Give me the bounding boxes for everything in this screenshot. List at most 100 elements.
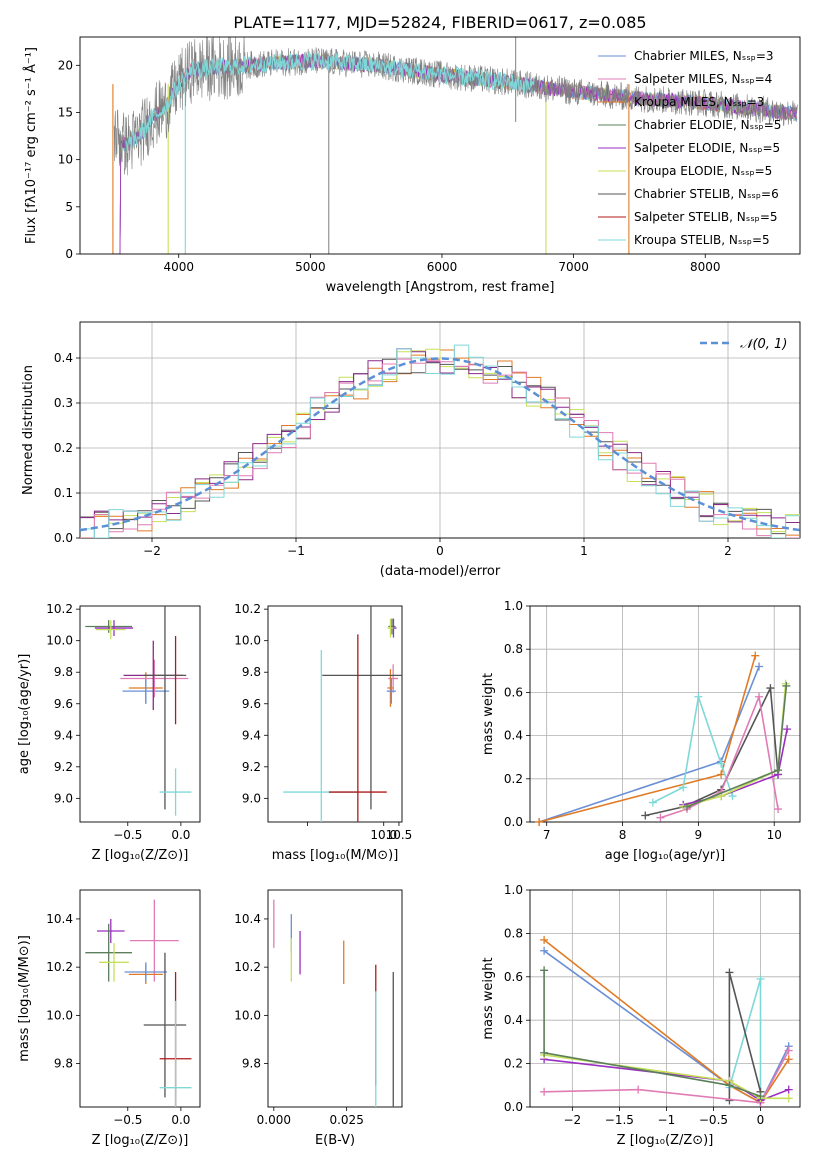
legend-entry: Salpeter ELODIE, Nₛₛₚ=5 — [634, 141, 780, 155]
y-tick-label: 9.4 — [242, 728, 261, 742]
y-tick-label: 0.4 — [504, 729, 523, 743]
y-tick-label: 0.8 — [504, 926, 523, 940]
weight-marker — [751, 651, 760, 660]
y-tick-label: 0.8 — [504, 642, 523, 656]
legend-entry: Chabrier MILES, Nₛₛₚ=3 — [634, 49, 774, 63]
y-tick-label: 0.2 — [504, 772, 523, 786]
y-tick-label: 9.0 — [242, 791, 261, 805]
y-axis-label: mass weight — [481, 673, 496, 755]
panel-mass-vs-z: −0.5 0.0 9.8 10.0 10.2 10.4 Z [log₁₀(Z/Z⊙)] mas… — [17, 889, 201, 1148]
x-tick-label: −0.5 — [113, 828, 142, 842]
x-tick-label: 1 — [580, 544, 588, 558]
legend-entry: 𝒩(0, 1) — [740, 337, 787, 352]
x-axis-label: mass [log₁₀(M/M⊙)] — [272, 848, 399, 863]
weight-marker — [540, 1048, 549, 1057]
legend-entry: Salpeter STELIB, Nₛₛₚ=5 — [634, 210, 778, 224]
weight-marker — [679, 783, 688, 792]
weight-marker — [756, 974, 765, 983]
x-tick-label: 0.0 — [171, 828, 190, 842]
weight-marker — [774, 766, 783, 775]
weight-marker — [784, 1046, 793, 1055]
weight-marker — [755, 692, 764, 701]
weight-lines — [540, 935, 793, 1107]
y-tick-label: 9.8 — [54, 665, 73, 679]
y-tick-label: 9.6 — [242, 697, 261, 711]
y-tick-label: 10.2 — [46, 960, 73, 974]
y-tick-label: 0.6 — [504, 685, 523, 699]
legend-entry: Salpeter MILES, Nₛₛₚ=4 — [634, 72, 772, 86]
weight-marker — [540, 966, 549, 975]
y-tick-label: 0.4 — [504, 1013, 523, 1027]
x-tick-label: 8000 — [690, 260, 721, 274]
x-tick-label: 0 — [436, 544, 444, 558]
x-tick-label: −0.5 — [113, 1113, 142, 1127]
weight-marker — [717, 770, 726, 779]
error-bars — [283, 606, 402, 822]
y-tick-label: 10.0 — [46, 634, 73, 648]
weight-marker — [774, 805, 783, 814]
axes-frame — [79, 321, 801, 539]
histogram-kroupa_miles — [80, 348, 800, 523]
panel-spectrum: 4000 5000 6000 7000 8000 0 5 10 15 20 wavelength [… — [23, 36, 801, 295]
x-tick-label: −2 — [563, 1113, 581, 1127]
x-tick-label: 10.5 — [386, 828, 413, 842]
legend-entry: Kroupa STELIB, Nₛₛₚ=5 — [634, 233, 770, 247]
y-tick-label: 0.4 — [54, 351, 73, 365]
x-tick-label: 10 — [767, 828, 782, 842]
y-tick-label: 9.8 — [242, 665, 261, 679]
x-tick-label: 0.000 — [257, 1113, 291, 1127]
weight-marker — [728, 792, 737, 801]
weight-marker — [641, 811, 650, 820]
x-tick-label: 0 — [757, 1113, 765, 1127]
x-tick-label: −0.5 — [699, 1113, 728, 1127]
axes-frame — [529, 889, 801, 1108]
weight-series-chabrier_stelib — [728, 972, 762, 1101]
y-tick-label: 0 — [65, 247, 73, 261]
weight-marker — [717, 759, 726, 768]
weight-marker — [725, 1081, 734, 1090]
y-tick-label: 10.0 — [46, 1008, 73, 1022]
y-tick-label: 0.6 — [504, 970, 523, 984]
legend-entry: Kroupa MILES, Nₛₛₚ=3 — [634, 95, 764, 109]
y-tick-label: 9.2 — [54, 760, 73, 774]
y-tick-label: 9.0 — [54, 791, 73, 805]
x-tick-label: −1 — [287, 544, 305, 558]
weight-marker — [725, 1096, 734, 1105]
x-tick-label: −1 — [658, 1113, 676, 1127]
weight-marker — [766, 684, 775, 693]
x-tick-label: 7000 — [558, 260, 589, 274]
y-axis-label: mass [log₁₀(M/M⊙)] — [17, 935, 32, 1062]
y-tick-label: 10.4 — [46, 912, 73, 926]
panel-mass-vs-ebv: 0.000 0.025 9.8 10.0 10.2 10.4 E(B-V) — [234, 889, 403, 1148]
spectrum-lines — [112, 37, 798, 254]
weight-marker — [540, 946, 549, 955]
y-tick-label: 0.0 — [504, 1100, 523, 1114]
y-tick-label: 0.2 — [54, 441, 73, 455]
histogram-kroupa_stelib — [80, 344, 800, 538]
y-tick-label: 20 — [58, 58, 73, 72]
y-tick-label: 9.4 — [54, 728, 73, 742]
error-bars — [85, 606, 192, 816]
x-axis-label: Z [log₁₀(Z/Z⊙)] — [92, 848, 189, 863]
axes-frame — [267, 605, 403, 823]
weight-marker — [648, 798, 657, 807]
y-axis-label: Flux [fλ10⁻¹⁷ erg cm⁻² s⁻¹ Å⁻¹] — [23, 47, 39, 244]
x-tick-label: 8 — [619, 828, 627, 842]
y-tick-label: 10.0 — [234, 634, 261, 648]
histogram-kroupa_elodie — [80, 348, 800, 538]
x-tick-label: 7 — [543, 828, 551, 842]
weight-marker — [784, 1085, 793, 1094]
x-tick-label: 2 — [724, 544, 732, 558]
y-tick-label: 9.2 — [242, 760, 261, 774]
x-tick-label: 6000 — [427, 260, 458, 274]
panel-weight-vs-age: 7 8 9 10 0.0 0.2 0.4 0.6 0.8 1.0 age [log₁₀(age/yr… — [481, 599, 801, 863]
x-axis-label: Z [log₁₀(Z/Z⊙)] — [92, 1133, 189, 1148]
weight-marker — [784, 1055, 793, 1064]
y-tick-label: 0.3 — [54, 396, 73, 410]
panel-age-vs-z: −0.5 0.0 9.0 9.2 9.4 9.6 9.8 10.0 10.2 Z [log₁₀(Z… — [17, 602, 201, 863]
y-tick-label: 10.4 — [234, 912, 261, 926]
legend-entry: Chabrier STELIB, Nₛₛₚ=6 — [634, 187, 779, 201]
x-tick-label: −1.5 — [605, 1113, 634, 1127]
weight-series-salpeter_miles — [543, 939, 790, 1104]
